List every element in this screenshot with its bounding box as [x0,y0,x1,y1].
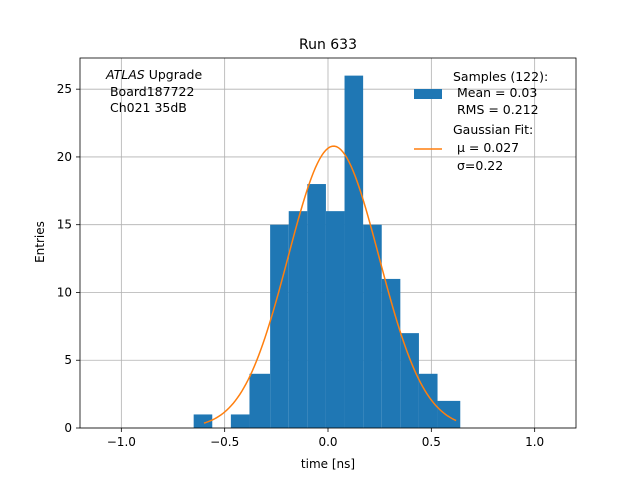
histogram-bar [400,333,419,428]
y-tick-label: 25 [57,82,72,96]
histogram-bar [230,414,250,428]
x-tick-label: −1.0 [107,435,136,449]
annotation-box: ATLAS Upgrade Board187722 Ch021 35dB [105,67,202,115]
annotation-atlas: ATLAS [105,67,145,82]
x-tick-label: 0.0 [318,435,337,449]
histogram-bar [437,400,461,428]
histogram-bar [193,414,213,428]
histogram-bar [325,211,345,428]
y-tick-label: 5 [64,353,72,367]
annotation-line-2: Board187722 [106,84,194,99]
axis-ticks: −1.0 −0.5 0.0 0.5 1.0 0 5 10 15 20 25 [57,82,544,449]
legend: Samples (122): Mean = 0.03 RMS = 0.212 G… [414,69,548,173]
annotation-line-1: ATLAS Upgrade [105,67,202,82]
y-axis-label: Entries [33,221,47,263]
legend-samples-line-1: Samples (122): [453,69,548,84]
histogram-bar [270,224,289,428]
gaussian-fit-curve [203,145,457,424]
histogram-bar [307,184,326,428]
annotation-line-3: Ch021 35dB [106,100,187,115]
y-tick-label: 15 [57,218,72,232]
x-axis-label: time [ns] [301,457,355,471]
annotation-upgrade: Upgrade [145,67,203,82]
y-tick-label: 20 [57,150,72,164]
y-tick-label: 10 [57,285,72,299]
x-tick-label: 0.5 [422,435,441,449]
legend-fit-line-1: Gaussian Fit: [453,122,533,137]
legend-samples-line-3: RMS = 0.212 [453,102,539,117]
histogram-bar [249,373,271,428]
chart-title: Run 633 [299,37,357,53]
y-tick-label: 0 [64,421,72,435]
histogram-bar [288,211,308,428]
legend-samples-swatch [414,89,442,99]
histogram-bar [363,224,382,428]
legend-fit-line-3: σ=0.22 [453,158,503,173]
legend-samples-line-2: Mean = 0.03 [453,85,537,100]
histogram-bar [418,373,438,428]
histogram-bar [344,75,364,428]
x-tick-label: 1.0 [525,435,544,449]
x-tick-label: −0.5 [210,435,239,449]
legend-fit-line-2: μ = 0.027 [453,140,519,155]
